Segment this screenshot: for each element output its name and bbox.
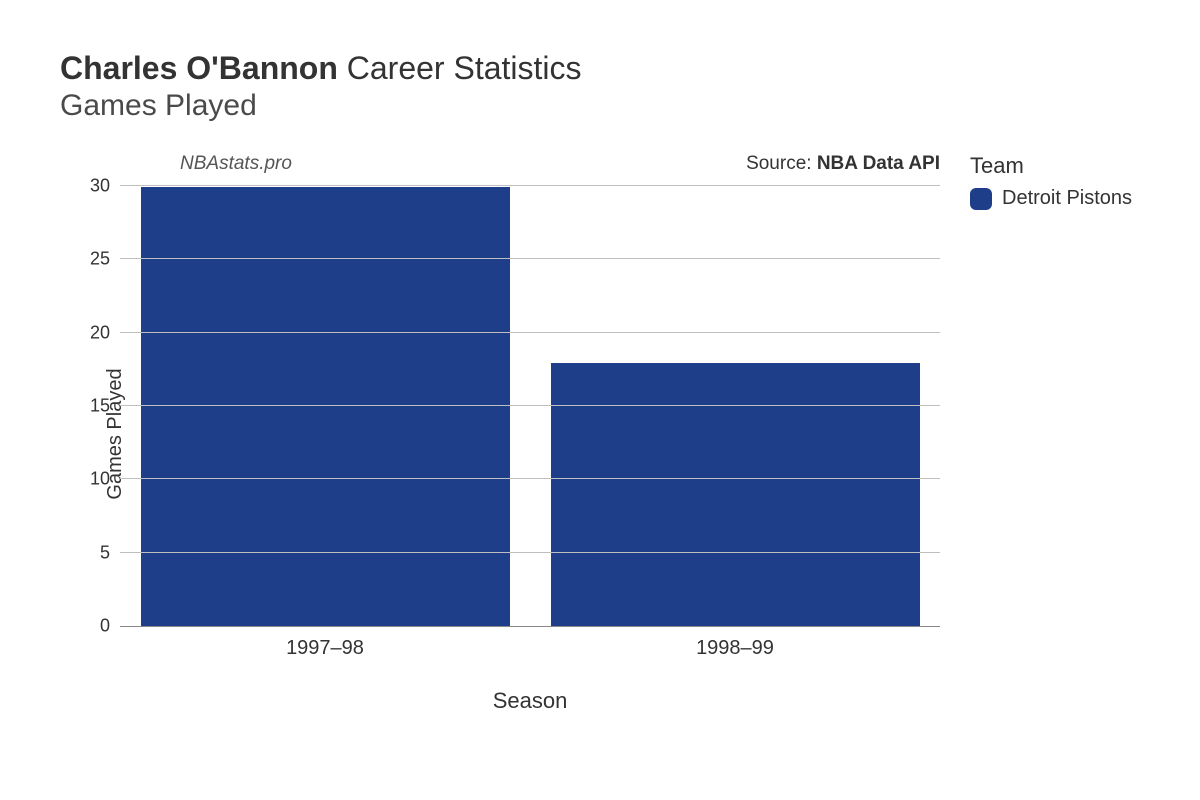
x-tick-label: 1998–99 bbox=[530, 637, 940, 660]
title-rest: Career Statistics bbox=[338, 50, 582, 86]
y-tick-label: 5 bbox=[100, 542, 110, 563]
title-block: Charles O'Bannon Career Statistics Games… bbox=[60, 50, 1160, 123]
plot: NBAstats.pro Source: NBA Data API 051015… bbox=[120, 153, 940, 714]
legend-swatch bbox=[970, 188, 992, 210]
chart-subtitle: Games Played bbox=[60, 89, 1160, 123]
plot-area: 051015202530 bbox=[120, 187, 940, 627]
source-text: Source: NBA Data API bbox=[746, 153, 940, 175]
legend-item: Detroit Pistons bbox=[970, 187, 1132, 210]
bar bbox=[551, 363, 920, 626]
gridline bbox=[120, 332, 940, 333]
bar-slot bbox=[530, 187, 940, 626]
y-tick-label: 0 bbox=[100, 616, 110, 637]
bar bbox=[141, 187, 510, 626]
gridline bbox=[120, 185, 940, 186]
gridline bbox=[120, 258, 940, 259]
title-bold: Charles O'Bannon bbox=[60, 50, 338, 86]
legend-label: Detroit Pistons bbox=[1002, 187, 1132, 210]
y-tick-label: 20 bbox=[90, 322, 110, 343]
y-tick-label: 30 bbox=[90, 176, 110, 197]
gridline bbox=[120, 478, 940, 479]
legend-title: Team bbox=[970, 153, 1132, 179]
bar-slot bbox=[120, 187, 530, 626]
chart-title: Charles O'Bannon Career Statistics bbox=[60, 50, 1160, 87]
watermark-text: NBAstats.pro bbox=[180, 153, 292, 175]
x-axis-label: Season bbox=[120, 688, 940, 714]
source-prefix: Source: bbox=[746, 153, 817, 174]
y-tick-label: 25 bbox=[90, 249, 110, 270]
source-name: NBA Data API bbox=[817, 153, 940, 174]
bars-group bbox=[120, 187, 940, 626]
x-tick-label: 1997–98 bbox=[120, 637, 530, 660]
y-tick-label: 15 bbox=[90, 396, 110, 417]
chart-wrap: Games Played NBAstats.pro Source: NBA Da… bbox=[70, 153, 1160, 714]
gridline bbox=[120, 552, 940, 553]
x-ticks: 1997–981998–99 bbox=[120, 637, 940, 660]
legend-items: Detroit Pistons bbox=[970, 187, 1132, 210]
y-tick-label: 10 bbox=[90, 469, 110, 490]
gridline bbox=[120, 405, 940, 406]
chart-container: Charles O'Bannon Career Statistics Games… bbox=[0, 0, 1200, 800]
annotation-row: NBAstats.pro Source: NBA Data API bbox=[120, 153, 940, 181]
legend: Team Detroit Pistons bbox=[970, 153, 1132, 210]
